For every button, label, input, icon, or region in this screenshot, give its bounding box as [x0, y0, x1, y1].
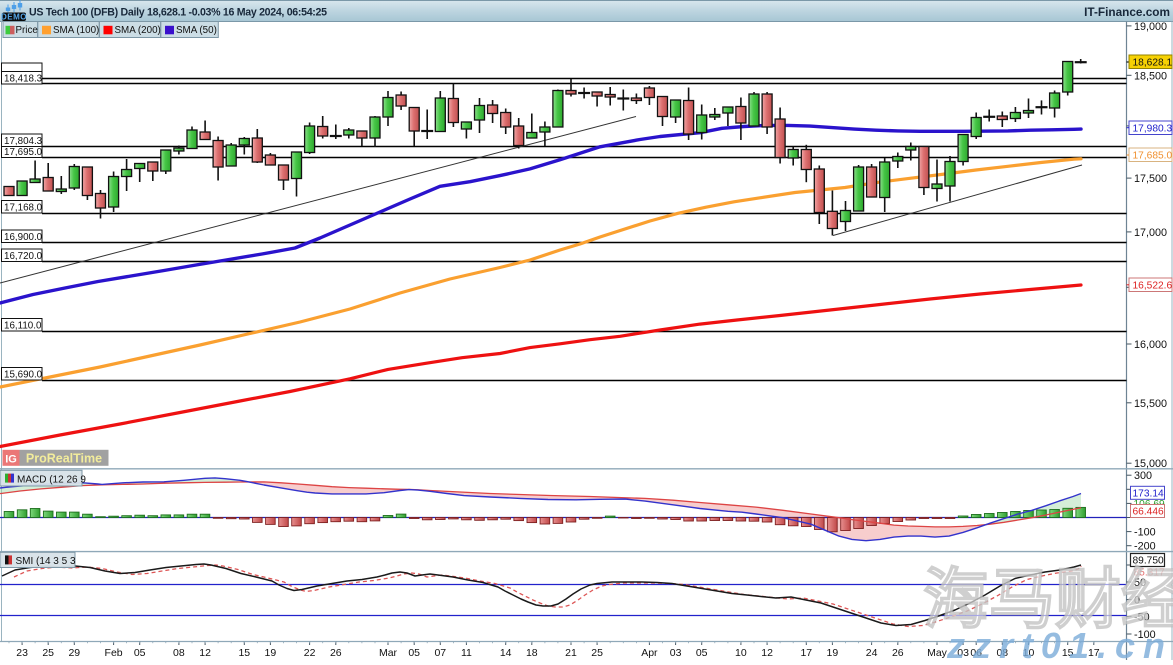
svg-text:Feb: Feb [105, 647, 123, 659]
svg-text:173.14: 173.14 [1133, 488, 1164, 499]
svg-text:Apr: Apr [641, 647, 658, 659]
svg-text:15: 15 [238, 647, 250, 659]
svg-text:0: 0 [1134, 595, 1140, 607]
svg-text:89.750: 89.750 [1133, 556, 1164, 567]
svg-text:18: 18 [526, 647, 538, 659]
svg-text:29: 29 [68, 647, 80, 659]
svg-text:15,690.0: 15,690.0 [4, 370, 43, 381]
svg-text:19,000: 19,000 [1134, 21, 1167, 33]
svg-text:海马财经: 海马财经 [923, 562, 1173, 636]
svg-text:12: 12 [761, 647, 773, 659]
svg-text:26: 26 [892, 647, 904, 659]
svg-text:16,900.0: 16,900.0 [4, 232, 43, 243]
svg-text:17: 17 [1088, 647, 1100, 659]
svg-text:23: 23 [16, 647, 28, 659]
svg-text:-200: -200 [1134, 541, 1156, 553]
svg-text:IG: IG [5, 453, 17, 465]
svg-text:17,685.0: 17,685.0 [1133, 150, 1173, 161]
svg-text:16,720.0: 16,720.0 [4, 251, 43, 262]
svg-text:17,500: 17,500 [1134, 173, 1167, 185]
svg-text:17,695.0: 17,695.0 [4, 147, 43, 158]
svg-text:-100: -100 [1134, 629, 1156, 641]
svg-text:19: 19 [265, 647, 277, 659]
svg-text:zzrt01.cn: zzrt01.cn [946, 625, 1173, 660]
svg-text:SMA (50): SMA (50) [176, 25, 217, 36]
svg-text:08: 08 [173, 647, 185, 659]
svg-text:03: 03 [957, 647, 969, 659]
svg-text:MACD (12 26 9: MACD (12 26 9 [17, 474, 86, 485]
svg-text:08: 08 [996, 647, 1008, 659]
svg-text:15,000: 15,000 [1134, 458, 1167, 470]
svg-text:05: 05 [134, 647, 146, 659]
svg-text:24: 24 [866, 647, 878, 659]
svg-text:14: 14 [500, 647, 512, 659]
svg-text:17,804.3: 17,804.3 [4, 136, 43, 147]
svg-text:DEMO: DEMO [1, 13, 27, 22]
svg-text:US Tech 100 (DFB) Daily 18,628: US Tech 100 (DFB) Daily 18,628.1 -0.03% … [29, 7, 327, 19]
svg-text:10: 10 [1023, 647, 1035, 659]
svg-text:66.446: 66.446 [1133, 507, 1164, 518]
svg-text:26: 26 [330, 647, 342, 659]
svg-text:SMI (14 3 5 3: SMI (14 3 5 3 [16, 556, 76, 567]
svg-text:17,000: 17,000 [1134, 227, 1167, 239]
svg-text:16,000: 16,000 [1134, 339, 1167, 351]
svg-text:SMA (100): SMA (100) [53, 25, 99, 36]
svg-text:10: 10 [735, 647, 747, 659]
svg-text:17,980.3: 17,980.3 [1133, 123, 1173, 134]
svg-text:15: 15 [1062, 647, 1074, 659]
svg-text:19: 19 [827, 647, 839, 659]
svg-text:03: 03 [670, 647, 682, 659]
svg-text:-50: -50 [1134, 612, 1150, 624]
svg-text:ProRealTime: ProRealTime [26, 452, 102, 466]
svg-text:300: 300 [1134, 470, 1152, 482]
svg-text:50: 50 [1134, 577, 1146, 589]
svg-text:May: May [927, 647, 948, 659]
svg-text:06: 06 [970, 647, 982, 659]
svg-text:IT-Finance.com: IT-Finance.com [1084, 5, 1170, 19]
svg-text:25: 25 [591, 647, 603, 659]
svg-text:Price: Price [16, 25, 39, 36]
svg-text:17,168.0: 17,168.0 [4, 203, 43, 214]
svg-text:17: 17 [800, 647, 812, 659]
svg-text:18,500: 18,500 [1134, 70, 1167, 82]
svg-text:18,628.1: 18,628.1 [1133, 57, 1173, 68]
svg-text:16,522.6: 16,522.6 [1133, 280, 1173, 291]
svg-text:15,500: 15,500 [1134, 398, 1167, 410]
svg-text:16,110.0: 16,110.0 [4, 321, 42, 332]
svg-text:05: 05 [408, 647, 420, 659]
svg-text:07: 07 [434, 647, 446, 659]
svg-text:18,418.3: 18,418.3 [4, 74, 43, 85]
svg-text:11: 11 [461, 647, 472, 659]
svg-text:21: 21 [565, 647, 577, 659]
svg-text:05: 05 [696, 647, 708, 659]
svg-text:SMA (200): SMA (200) [115, 25, 161, 36]
svg-text:12: 12 [199, 647, 211, 659]
svg-text:25: 25 [42, 647, 54, 659]
svg-text:-100: -100 [1134, 527, 1156, 539]
svg-text:Mar: Mar [379, 647, 398, 659]
svg-text:22: 22 [304, 647, 316, 659]
svg-text:85.317: 85.317 [1134, 567, 1165, 578]
